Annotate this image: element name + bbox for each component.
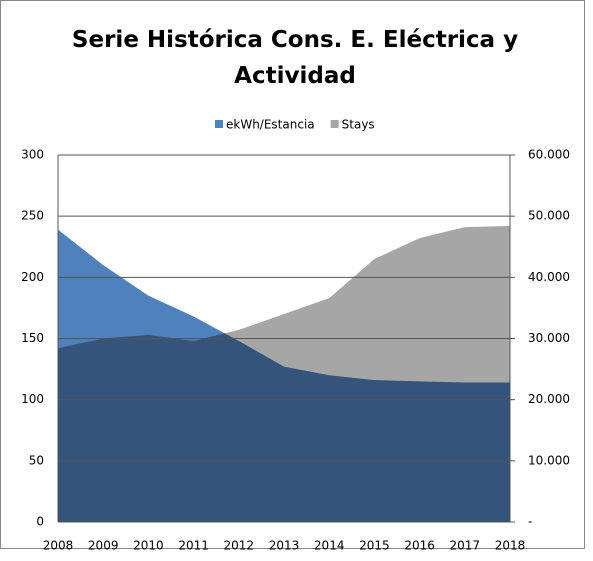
legend-swatch <box>330 120 339 128</box>
legend-label: Stays <box>342 118 375 132</box>
y-tick-label: 50 <box>29 453 44 467</box>
chart-title: Serie Histórica Cons. E. Eléctrica y Act… <box>71 27 519 89</box>
x-tick-label: 2016 <box>404 539 435 553</box>
legend-swatch <box>215 120 223 128</box>
y2-tick-label: 50.000 <box>528 209 570 223</box>
y2-tick-label: 20.000 <box>528 392 570 406</box>
areas <box>58 225 510 522</box>
x-tick-label: 2013 <box>269 539 300 553</box>
y-tick-label: 200 <box>21 270 44 284</box>
y-tick-label: 300 <box>21 148 44 162</box>
x-tick-label: 2009 <box>88 539 119 553</box>
y2-tick-label: 40.000 <box>528 270 570 284</box>
x-tick-label: 2014 <box>314 539 345 553</box>
y2-tick-label: - <box>528 515 532 529</box>
x-tick-label: 2017 <box>450 539 481 553</box>
y-tick-label: 250 <box>21 209 44 223</box>
x-tick-label: 2010 <box>133 539 164 553</box>
y2-tick-label: 10.000 <box>528 453 570 467</box>
x-tick-label: 2012 <box>224 539 255 553</box>
y2-tick-label: 30.000 <box>528 331 570 345</box>
y-tick-label: 0 <box>36 515 44 529</box>
legend-label: ekWh/Estancia <box>226 118 315 132</box>
x-tick-label: 2008 <box>43 539 74 553</box>
x-tick-label: 2015 <box>359 539 390 553</box>
y-tick-label: 150 <box>21 331 44 345</box>
x-tick-label: 2011 <box>178 539 209 553</box>
y2-tick-label: 60.000 <box>528 148 570 162</box>
chart-border <box>0 0 585 549</box>
area <box>58 229 510 522</box>
x-tick-label: 2018 <box>495 539 526 553</box>
y-tick-label: 100 <box>21 392 44 406</box>
